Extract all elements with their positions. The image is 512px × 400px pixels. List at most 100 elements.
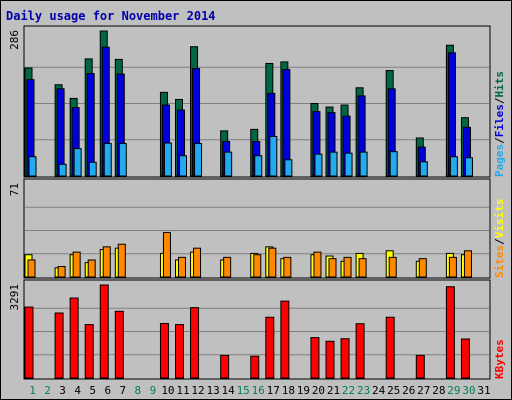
bar-kbytes-day-7: [114, 310, 124, 379]
x-tick-label: 19: [297, 384, 310, 397]
x-axis-labels: 1 2 3 4 5 6 7 8 9 10 11 12 13 14 15 16 17 18 19 20 21 22 23 24 2…: [29, 384, 490, 397]
x-tick-label: 2: [44, 384, 51, 397]
legend-entry: KBytes: [493, 339, 506, 379]
bar-pages-day-5: [88, 161, 97, 177]
bar-sites-day-27: [418, 258, 427, 278]
bar-sites-day-4: [72, 251, 81, 278]
x-tick-label: 25: [387, 384, 400, 397]
bar-pages-day-1: [28, 156, 37, 177]
x-tick-label: 7: [119, 384, 126, 397]
bar-sites-day-11: [178, 256, 186, 278]
bar-sites-day-10: [162, 231, 171, 278]
panel-bot: 3291 KBytes: [8, 279, 506, 380]
bar-files-day-3: [56, 88, 65, 177]
legend-entry: Pages: [493, 144, 506, 177]
x-tick-label: 24: [372, 384, 386, 397]
x-tick-label: 1: [29, 384, 36, 397]
x-tick-label: 6: [104, 384, 111, 397]
bar-pages-day-23: [359, 151, 368, 177]
bar-sites-day-30: [463, 250, 472, 278]
bar-pages-day-22: [344, 152, 353, 177]
panel-top-max-label: 286: [8, 30, 21, 50]
bar-kbytes-day-16: [250, 355, 260, 379]
bar-sites-day-25: [388, 256, 397, 278]
bar-sites-day-20: [313, 251, 322, 278]
bar-kbytes-day-5: [84, 324, 94, 379]
bar-sites-day-23: [358, 258, 367, 278]
bar-pages-day-14: [224, 151, 233, 177]
bar-kbytes-day-17: [265, 316, 275, 379]
x-tick-label: 15: [237, 384, 250, 397]
bar-pages-day-30: [464, 157, 473, 177]
bar-sites-day-17: [268, 247, 277, 278]
x-tick-label: 16: [252, 384, 265, 397]
bar-pages-day-11: [179, 155, 187, 177]
x-tick-label: 4: [74, 384, 81, 397]
chart-panels: 286Pages/Files/Hits71Sites/Visits3291KBy…: [8, 25, 506, 380]
x-tick-label: 12: [191, 384, 204, 397]
bar-sites-day-1: [27, 259, 36, 278]
bar-kbytes-day-30: [460, 338, 470, 379]
x-tick-label: 13: [206, 384, 219, 397]
bar-kbytes-day-29: [445, 286, 455, 379]
legend-entry: /: [493, 97, 506, 104]
bar-kbytes-day-10: [159, 322, 169, 379]
bar-pages-day-25: [389, 151, 398, 177]
bar-pages-day-3: [58, 163, 67, 177]
bar-kbytes-day-6: [99, 284, 109, 379]
x-tick-label: 27: [417, 384, 430, 397]
bar-kbytes-day-18: [280, 300, 290, 379]
bar-kbytes-day-22: [340, 338, 350, 379]
bar-pages-day-21: [329, 151, 338, 177]
bar-pages-day-16: [254, 155, 263, 177]
x-tick-label: 30: [462, 384, 475, 397]
bar-sites-day-12: [193, 247, 202, 278]
x-tick-label: 26: [402, 384, 415, 397]
bar-kbytes-day-11: [175, 324, 184, 379]
bar-pages-day-18: [284, 159, 293, 177]
bar-kbytes-day-3: [54, 312, 64, 379]
x-tick-label: 31: [477, 384, 490, 397]
x-tick-label: 21: [327, 384, 340, 397]
x-tick-label: 11: [176, 384, 189, 397]
bar-pages-day-29: [449, 156, 458, 177]
bar-kbytes-day-14: [220, 354, 230, 379]
x-tick-label: 22: [342, 384, 355, 397]
bar-kbytes-day-4: [69, 297, 79, 379]
bar-kbytes-day-23: [355, 323, 365, 379]
x-tick-label: 29: [447, 384, 460, 397]
legend-entry: /: [493, 137, 506, 144]
bar-kbytes-day-20: [310, 337, 320, 379]
bar-files-day-5: [86, 73, 95, 177]
bar-pages-day-4: [73, 148, 82, 177]
x-tick-label: 23: [357, 384, 370, 397]
bar-pages-day-6: [103, 143, 112, 177]
bar-kbytes-day-27: [415, 354, 425, 379]
bar-pages-day-27: [419, 161, 428, 177]
bar-pages-day-17: [269, 135, 278, 177]
bar-sites-day-6: [102, 246, 111, 278]
x-tick-label: 18: [282, 384, 295, 397]
panel-bot-max-label: 3291: [8, 284, 21, 311]
bar-sites-day-29: [448, 256, 457, 278]
bar-sites-day-18: [283, 256, 292, 278]
bar-kbytes-day-12: [190, 307, 200, 379]
legend-entry: Hits: [493, 71, 506, 98]
panel-mid: 71 Sites/Visits: [8, 178, 506, 279]
bar-kbytes-day-1: [24, 306, 34, 379]
legend-entry: Files: [493, 104, 506, 137]
bar-sites-day-16: [253, 254, 262, 278]
bar-sites-day-3: [57, 266, 66, 278]
bar-sites-day-7: [117, 243, 126, 278]
bar-sites-day-5: [87, 259, 96, 278]
x-tick-label: 8: [135, 384, 142, 397]
legend-entry: Visits: [493, 199, 506, 239]
panel-mid-max-label: 71: [8, 183, 21, 196]
bar-pages-day-20: [314, 153, 323, 177]
x-tick-label: 9: [150, 384, 157, 397]
bar-sites-day-14: [223, 256, 232, 278]
chart-title: Daily usage for November 2014: [6, 9, 216, 23]
x-tick-label: 14: [222, 384, 236, 397]
